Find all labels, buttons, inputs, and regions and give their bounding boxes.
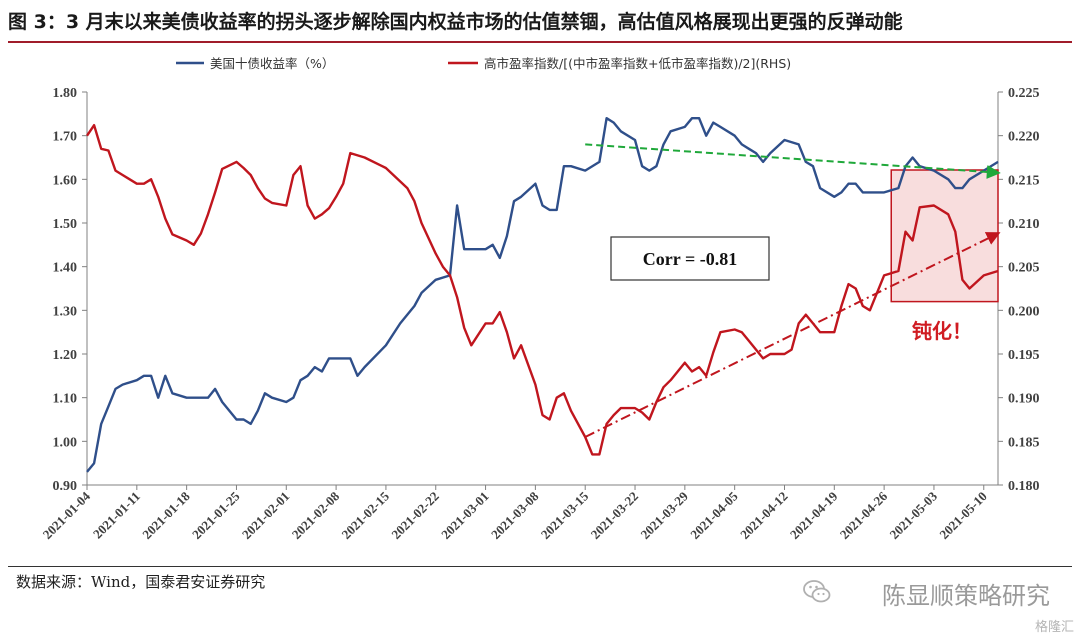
x-tick-label: 2021-02-22 [388, 489, 442, 543]
x-tick-label: 2021-05-03 [887, 488, 941, 542]
y-right-tick-label: 0.185 [1008, 435, 1040, 450]
y-left-tick-label: 1.00 [53, 435, 78, 450]
y-right-tick-label: 0.220 [1008, 130, 1040, 145]
chart-series [86, 117, 999, 473]
series-line-us10y [86, 117, 999, 473]
chart-legend: 美国十债收益率（%） 高市盈率指数/[(中市盈率指数+低市盈率指数)/2](RHS… [176, 56, 791, 71]
y-right-tick-label: 0.205 [1008, 261, 1040, 276]
watermark-small: 格隆汇 [1034, 620, 1074, 635]
y-right-tick-label: 0.210 [1008, 217, 1040, 232]
source-note: 数据来源：Wind，国泰君安证券研究 [16, 573, 266, 591]
blunted-label: 钝化！ [912, 319, 972, 343]
chart-svg: 美国十债收益率（%） 高市盈率指数/[(中市盈率指数+低市盈率指数)/2](RHS… [40, 56, 1040, 542]
y-left-tick-label: 1.20 [53, 348, 78, 363]
footer-divider [8, 566, 1072, 567]
legend-label-us10y: 美国十债收益率（%） [210, 56, 334, 71]
y-right-tick-label: 0.225 [1008, 86, 1040, 101]
x-tick-label: 2021-01-04 [40, 488, 94, 542]
x-tick-label: 2021-04-26 [837, 488, 891, 542]
x-tick-label: 2021-02-15 [339, 488, 393, 542]
watermark: 陈显顺策略研究 [882, 582, 1050, 610]
series-line-pe-ratio [86, 124, 999, 456]
x-tick-label: 2021-05-10 [936, 489, 990, 543]
x-tick-label: 2021-03-01 [438, 489, 492, 543]
x-tick-label: 2021-01-18 [139, 488, 193, 542]
y-left-tick-label: 1.40 [53, 261, 78, 276]
y-right-tick-label: 0.195 [1008, 348, 1040, 363]
x-tick-label: 2021-03-15 [538, 488, 592, 542]
trend-arrow-green [585, 143, 1001, 179]
x-tick-label: 2021-02-08 [289, 488, 343, 542]
x-tick-label: 2021-03-22 [588, 489, 642, 543]
y-left-tick-label: 1.30 [53, 304, 78, 319]
y-right-tick-label: 0.215 [1008, 173, 1040, 188]
y-left-tick-label: 0.90 [53, 479, 78, 494]
chart-title: 图 3：3 月末以来美债收益率的拐头逐步解除国内权益市场的估值禁锢，高估值风格展… [8, 11, 903, 33]
y-left-tick-label: 1.80 [53, 86, 78, 101]
chart-axes: 0.90 1.00 1.10 1.20 1.30 1.40 1.50 1.60 1.70 1.80… [40, 86, 1040, 542]
y-left-tick-label: 1.50 [53, 217, 78, 232]
x-tick-label: 2021-04-19 [787, 488, 841, 542]
x-tick-label: 2021-04-12 [737, 489, 791, 543]
x-tick-label: 2021-01-11 [90, 489, 143, 542]
x-tick-label: 2021-01-25 [189, 488, 243, 542]
legend-label-pe-ratio: 高市盈率指数/[(中市盈率指数+低市盈率指数)/2](RHS) [484, 56, 791, 71]
y-left-tick-label: 1.60 [53, 173, 78, 188]
y-right-tick-label: 0.200 [1008, 304, 1040, 319]
highlight-box [890, 169, 999, 303]
y-left-tick-label: 1.10 [53, 392, 78, 407]
chart-annotations-back [890, 169, 999, 303]
wechat-icon [803, 580, 831, 603]
correlation-box [610, 236, 770, 281]
title-divider [8, 41, 1072, 43]
x-tick-label: 2021-03-29 [637, 488, 691, 542]
x-tick-label: 2021-02-01 [239, 489, 293, 543]
correlation-label: Corr = -0.81 [643, 249, 737, 269]
x-tick-label: 2021-04-05 [687, 488, 741, 542]
trend-arrow-red [584, 232, 1001, 438]
chart-annotations-front: Corr = -0.81 钝化！ [584, 143, 1001, 438]
x-tick-label: 2021-03-08 [488, 488, 542, 542]
y-right-tick-label: 0.190 [1008, 392, 1040, 407]
y-right-tick-label: 0.180 [1008, 479, 1040, 494]
y-left-tick-label: 1.70 [53, 130, 78, 145]
